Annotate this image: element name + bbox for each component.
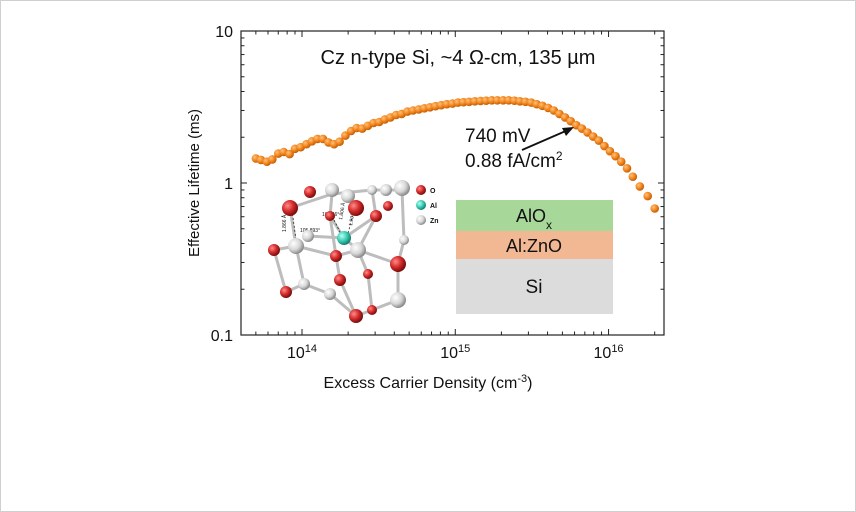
legend-dot-zn bbox=[416, 215, 426, 225]
annotation-j0: 0.88 fA/cm2 bbox=[465, 149, 563, 172]
legend-label-al: Al bbox=[430, 203, 437, 210]
legend-dot-al bbox=[416, 200, 426, 210]
y-tick-label: 10 bbox=[215, 24, 233, 41]
y-tick-label: 0.1 bbox=[211, 328, 233, 345]
atomic-structure-inset: 105.893° 108.66° 1.866 Å 1.806 Å 1.901 Å bbox=[268, 180, 439, 323]
layer-alzno bbox=[456, 231, 613, 259]
data-point bbox=[611, 151, 620, 161]
data-point bbox=[285, 149, 294, 159]
legend-dot-o bbox=[416, 185, 426, 195]
annotation-voc: 740 mV bbox=[465, 126, 531, 147]
x-axis-label-text: Excess Carrier Density (cm bbox=[324, 375, 518, 392]
layer-stack-inset: AlOx Al:ZnO Si bbox=[456, 200, 613, 314]
layer-alox-label: AlOx bbox=[516, 206, 552, 232]
data-point bbox=[622, 164, 632, 173]
layer-alox bbox=[456, 200, 613, 231]
data-point bbox=[335, 137, 344, 146]
structure-label-bond-2: 1.806 Å bbox=[337, 202, 347, 221]
data-point bbox=[594, 136, 604, 145]
data-point bbox=[268, 155, 277, 164]
legend-label-zn: Zn bbox=[430, 218, 439, 225]
structure-label-bond-3: 1.901 Å bbox=[347, 208, 357, 227]
x-tick-label: 1015 bbox=[440, 343, 470, 362]
x-axis-label-sup: -3 bbox=[517, 373, 527, 385]
legend-label-o: O bbox=[430, 188, 436, 195]
data-point bbox=[616, 157, 626, 166]
data-point bbox=[605, 146, 615, 156]
y-axis-label: Effective Lifetime (ms) bbox=[186, 109, 203, 257]
chart-title: Cz n-type Si, ~4 Ω-cm, 135 µm bbox=[321, 47, 596, 69]
layer-si bbox=[456, 259, 613, 314]
y-tick-label: 1 bbox=[224, 176, 233, 193]
voc-annotation: 740 mV 0.88 fA/cm2 bbox=[465, 126, 574, 172]
data-series bbox=[251, 96, 659, 213]
layer-si-label: Si bbox=[526, 277, 543, 298]
x-tick-label: 1016 bbox=[594, 343, 624, 362]
structure-label-bond-1: 1.866 Å bbox=[281, 214, 288, 232]
x-axis-label: Excess Carrier Density (cm-3) bbox=[324, 373, 533, 392]
y-tick-labels: 10 1 0.1 bbox=[211, 24, 233, 345]
annotation-arrowhead bbox=[562, 127, 574, 136]
data-point bbox=[643, 191, 652, 201]
axis-ticks bbox=[240, 31, 664, 336]
data-point bbox=[600, 141, 609, 151]
structure-legend: O Al Zn bbox=[416, 185, 439, 225]
data-point bbox=[628, 172, 638, 181]
data-point bbox=[650, 204, 659, 213]
x-tick-label: 1014 bbox=[287, 343, 317, 362]
x-axis-label-end: ) bbox=[527, 375, 532, 392]
data-point bbox=[341, 131, 350, 140]
data-point bbox=[635, 182, 645, 191]
annotation-arrow bbox=[521, 129, 569, 151]
x-tick-labels: 1014 1015 1016 bbox=[287, 343, 624, 362]
layer-alzno-label: Al:ZnO bbox=[506, 236, 562, 256]
